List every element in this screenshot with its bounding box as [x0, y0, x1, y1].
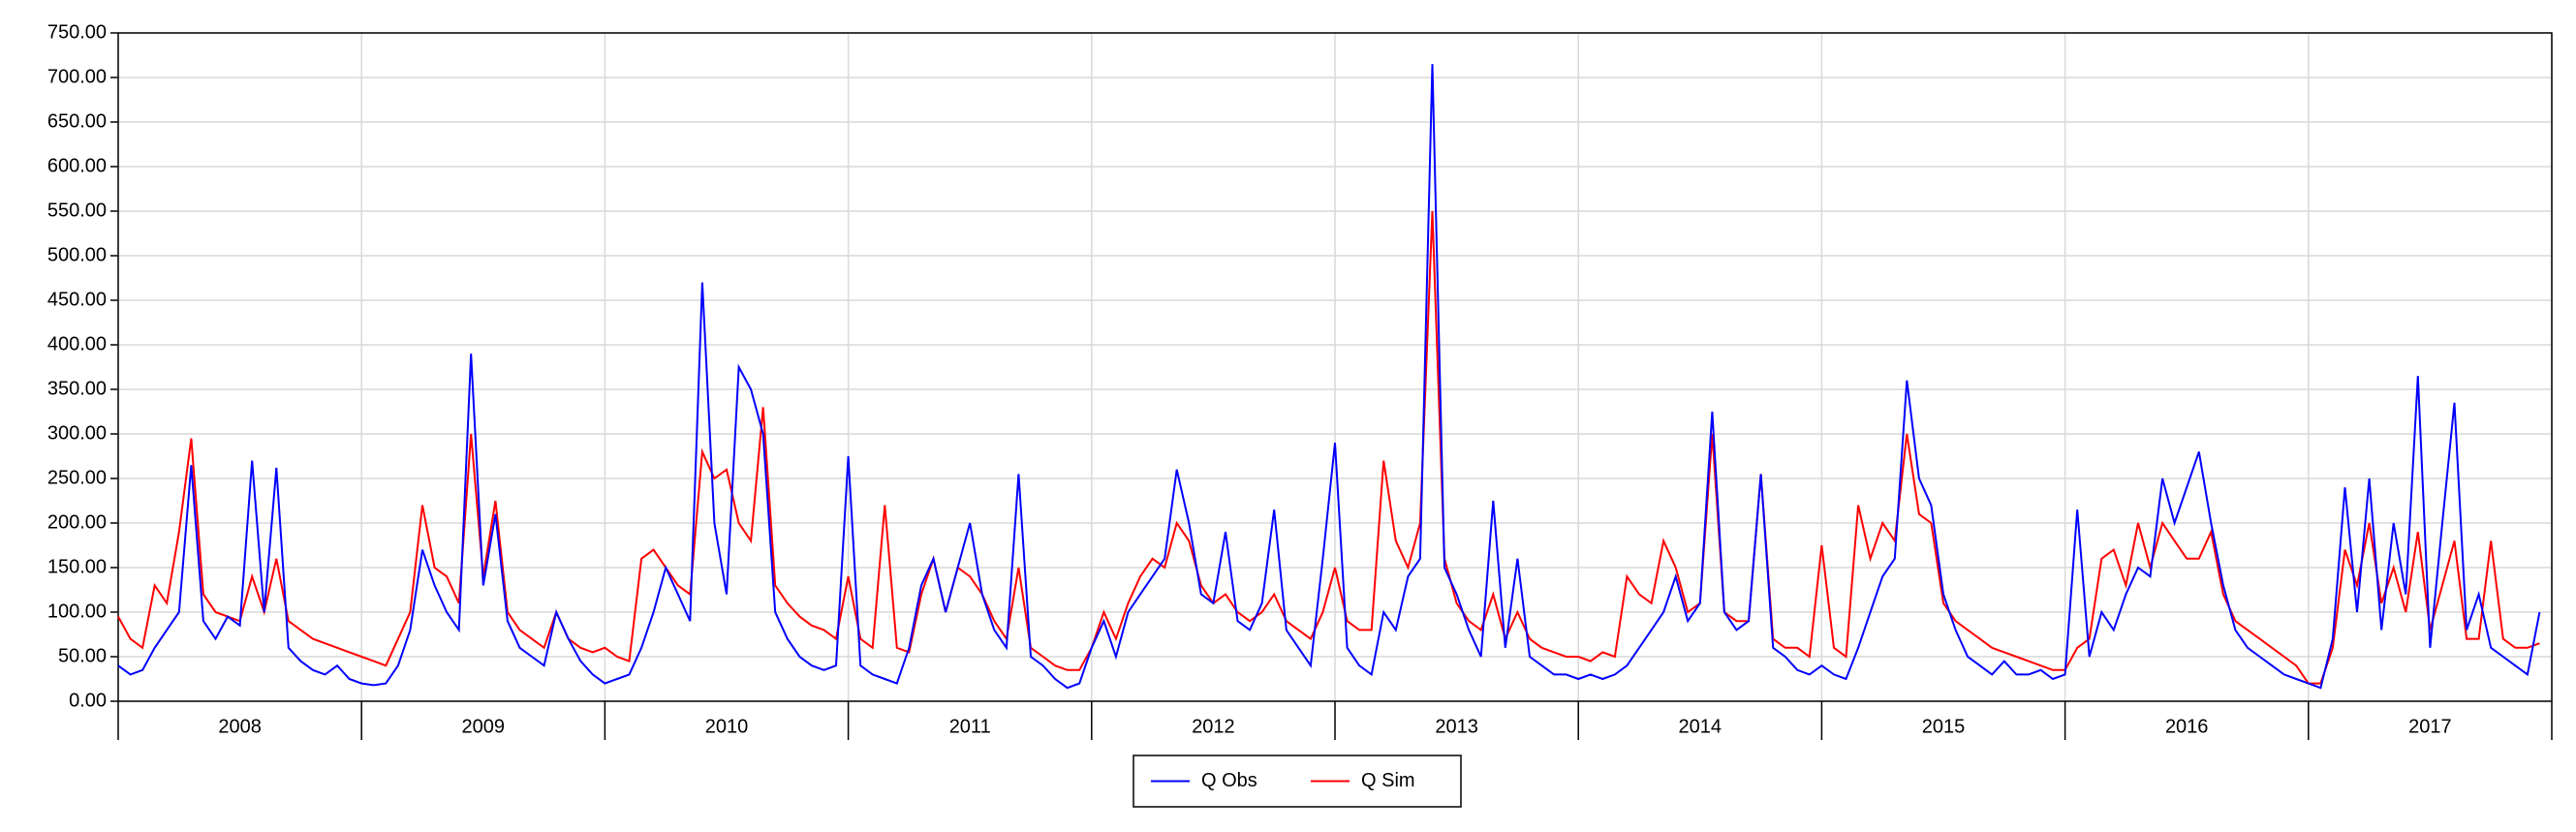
y-tick-label: 0.00	[69, 690, 107, 711]
y-tick-label: 250.00	[47, 467, 107, 488]
x-tick-label: 2014	[1679, 716, 1723, 737]
x-tick-label: 2016	[2165, 716, 2209, 737]
y-tick-label: 50.00	[58, 645, 107, 666]
y-tick-label: 550.00	[47, 200, 107, 221]
y-tick-label: 600.00	[47, 155, 107, 176]
y-tick-label: 350.00	[47, 378, 107, 399]
x-tick-label: 2017	[2408, 716, 2452, 737]
y-tick-label: 700.00	[47, 66, 107, 87]
x-tick-label: 2010	[705, 716, 749, 737]
y-tick-label: 750.00	[47, 21, 107, 43]
y-tick-label: 200.00	[47, 511, 107, 533]
y-tick-label: 400.00	[47, 333, 107, 354]
x-tick-label: 2011	[949, 716, 991, 737]
data-line	[117, 210, 2540, 685]
y-tick-label: 100.00	[47, 601, 107, 622]
x-tick-label: 2009	[462, 716, 506, 737]
y-tick-label: 300.00	[47, 422, 107, 444]
plot-frame	[117, 32, 2553, 702]
y-tick-label: 650.00	[47, 110, 107, 132]
data-line	[117, 64, 2541, 690]
legend-label: Q Sim	[1361, 770, 1415, 791]
y-tick-label: 500.00	[47, 244, 107, 265]
legend-label: Q Obs	[1201, 770, 1257, 791]
x-tick-label: 2008	[218, 716, 262, 737]
x-tick-label: 2015	[1922, 716, 1966, 737]
x-tick-label: 2012	[1192, 716, 1235, 737]
x-tick-label: 2013	[1435, 716, 1478, 737]
y-tick-label: 150.00	[47, 556, 107, 577]
y-tick-label: 450.00	[47, 289, 107, 310]
